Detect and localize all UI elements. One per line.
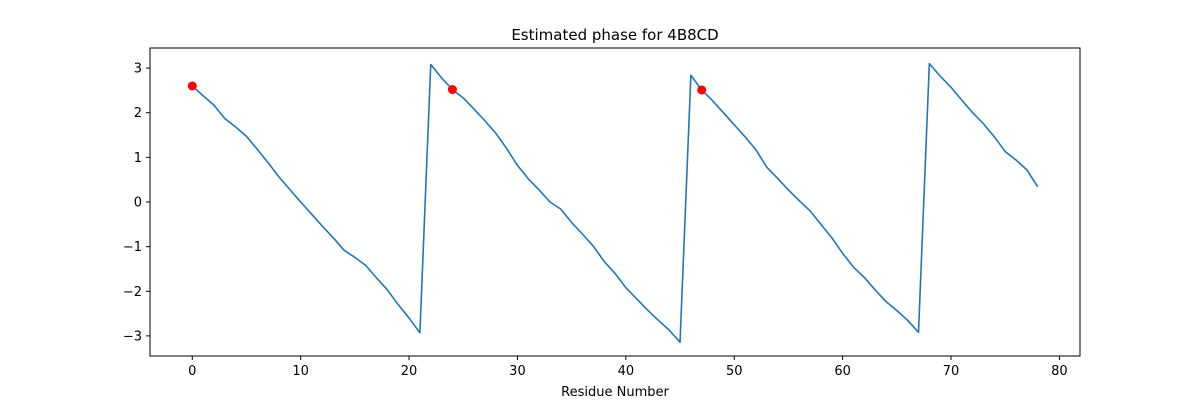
x-tick-label: 20: [401, 364, 418, 379]
y-tick-label: −1: [123, 240, 142, 255]
x-axis-label: Residue Number: [561, 385, 669, 400]
x-tick-label: 70: [943, 364, 960, 379]
x-tick-label: 30: [509, 364, 526, 379]
plot-area: [187, 62, 1039, 343]
y-tick-label: −3: [123, 329, 142, 344]
x-tick-label: 40: [618, 364, 635, 379]
x-tick-label: 80: [1051, 364, 1068, 379]
highlight-point: [187, 81, 197, 91]
y-axis-ticks: −3 −2 −1 0 1 2 3: [123, 62, 150, 344]
x-tick-label: 0: [188, 364, 196, 379]
highlight-point: [697, 85, 707, 95]
highlight-point: [447, 85, 457, 95]
x-axis-ticks: 0 10 20 30 40 50 60 70 80: [188, 356, 1068, 379]
y-tick-label: −2: [123, 285, 142, 300]
chart-title: Estimated phase for 4B8CD: [511, 26, 718, 44]
y-tick-label: 1: [134, 151, 142, 166]
phase-series-line: [191, 62, 1039, 343]
x-tick-label: 10: [292, 364, 309, 379]
y-tick-label: 3: [134, 62, 142, 77]
x-tick-label: 60: [834, 364, 851, 379]
plot-frame: [149, 47, 1081, 357]
y-tick-label: 2: [134, 106, 142, 121]
y-tick-label: 0: [134, 196, 142, 211]
x-tick-label: 50: [726, 364, 743, 379]
